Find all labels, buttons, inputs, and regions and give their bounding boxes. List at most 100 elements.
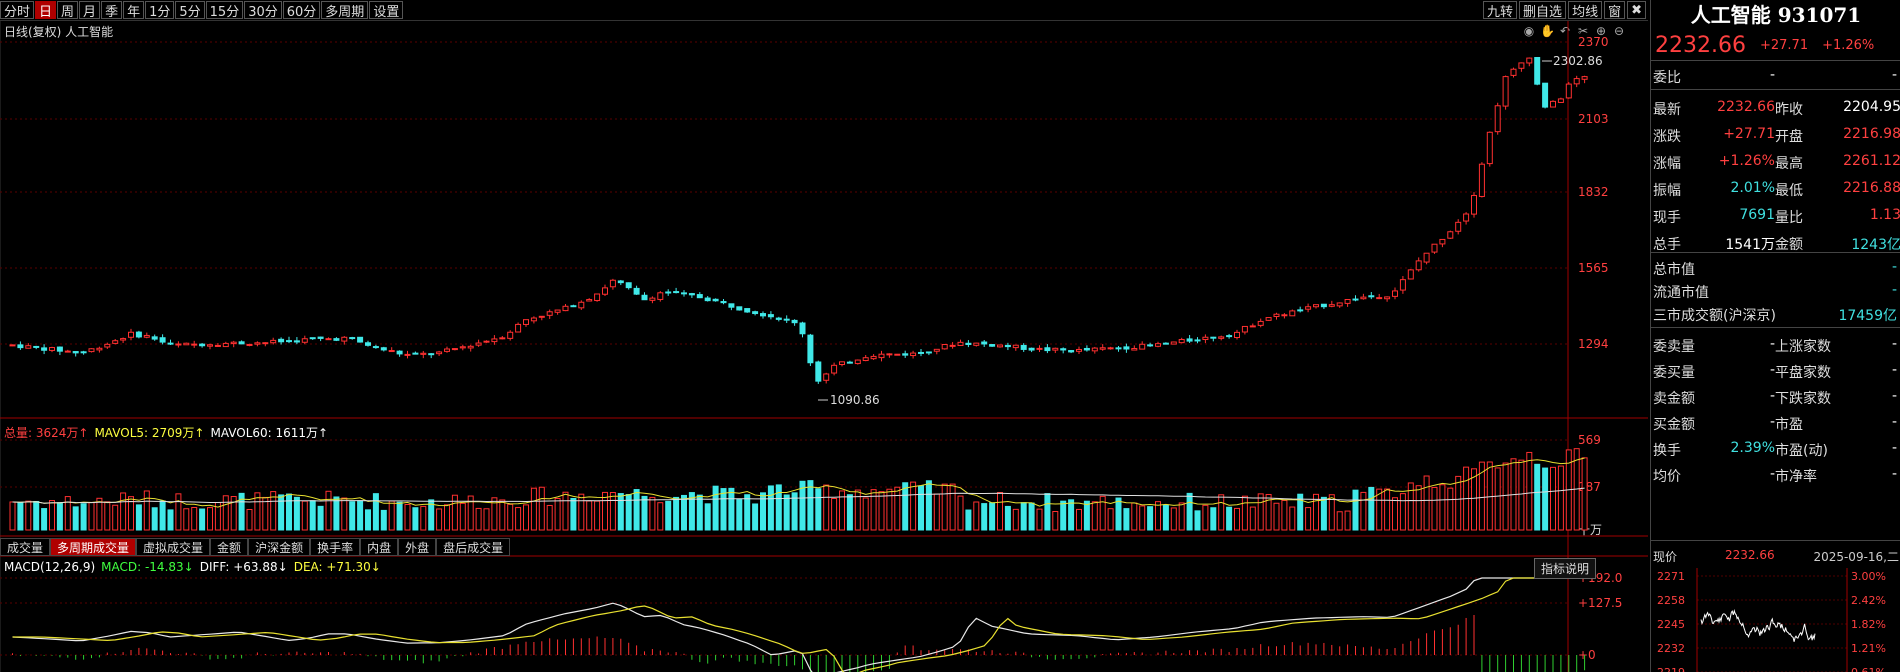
- volume-bar: [1471, 468, 1477, 531]
- volume-bar: [388, 500, 395, 531]
- volume-bar: [894, 486, 901, 531]
- zoom-in-icon[interactable]: ⊕: [1595, 24, 1607, 38]
- period-button-11[interactable]: 多周期: [321, 1, 369, 20]
- indicator-tab-4[interactable]: 沪深金额: [248, 538, 311, 556]
- quote-value: 1541万: [1725, 237, 1775, 253]
- breadth-label: 卖金额: [1653, 391, 1695, 407]
- toolbar-right-button-1[interactable]: 删自选: [1519, 1, 1567, 20]
- period-button-4[interactable]: 季: [101, 1, 123, 20]
- candle-body: [1036, 347, 1043, 350]
- volume-bar: [1139, 505, 1146, 531]
- candle-body: [317, 336, 324, 339]
- toolbar-right-button-0[interactable]: 九转: [1483, 1, 1518, 20]
- quote-panel: 人工智能 931071 2232.66 +27.71 +1.26% 委比 - -…: [1650, 0, 1900, 672]
- candle-body: [1107, 347, 1114, 350]
- volume-bar: [1147, 506, 1154, 531]
- candle-body: [760, 313, 766, 317]
- volume-bar: [1305, 507, 1312, 531]
- period-button-2[interactable]: 周: [57, 1, 79, 20]
- indicator-tab-5[interactable]: 换手率: [310, 538, 361, 556]
- indicator-tab-6[interactable]: 内盘: [360, 538, 399, 556]
- period-button-3[interactable]: 月: [79, 1, 101, 20]
- breadth-value: -: [1891, 388, 1897, 404]
- period-button-12[interactable]: 设置: [369, 1, 404, 20]
- breadth-label: 委买量: [1653, 365, 1695, 381]
- indicator-tab-2[interactable]: 虚拟成交量: [136, 538, 211, 556]
- mini-intraday-chart[interactable]: 2271 3.00% 2258 2.42% 2245 1.82% 2232 1.21% 2219…: [1651, 568, 1900, 672]
- volume-bar: [1162, 504, 1169, 531]
- toolbar-right-button-4[interactable]: ✖: [1627, 1, 1646, 19]
- candle-body: [1012, 344, 1019, 349]
- quote-row: 总手 1541万 金额 1243亿: [1651, 231, 1900, 255]
- period-button-8[interactable]: 15分: [205, 1, 244, 20]
- candle-body: [1510, 68, 1517, 76]
- market-label: 流通市值: [1653, 285, 1709, 301]
- volume-bar: [617, 493, 624, 531]
- volume-bar: [349, 501, 356, 531]
- volume-bar: [538, 486, 545, 531]
- volume-bar: [933, 493, 940, 531]
- market-row: 流通市值 -: [1651, 279, 1900, 303]
- candle-body: [372, 346, 379, 349]
- volume-bar: [143, 490, 150, 531]
- undo-icon[interactable]: ↶: [1559, 24, 1571, 38]
- hand-icon[interactable]: ✋: [1540, 24, 1555, 38]
- volume-bar: [191, 507, 198, 531]
- volume-bar: [973, 501, 980, 531]
- candle-body: [1328, 304, 1335, 307]
- period-button-10[interactable]: 60分: [282, 1, 321, 20]
- candle-body: [1399, 279, 1406, 291]
- eye-icon[interactable]: ◉: [1523, 24, 1535, 38]
- scissors-icon[interactable]: ✂: [1577, 24, 1589, 38]
- period-button-7[interactable]: 5分: [175, 1, 205, 20]
- divider: [1651, 327, 1900, 328]
- volume-bar: [886, 488, 893, 531]
- indicator-tab-7[interactable]: 外盘: [398, 538, 437, 556]
- breadth-label: 市盈: [1775, 417, 1803, 433]
- candle-body: [965, 342, 972, 345]
- period-button-1[interactable]: 日: [35, 1, 57, 20]
- chart-tools: ◉ ✋ ↶ ✂ ⊕ ⊖: [1522, 24, 1626, 38]
- volume-bar: [1234, 507, 1240, 531]
- period-button-9[interactable]: 30分: [244, 1, 282, 20]
- toolbar-right-button-3[interactable]: 窗: [1604, 1, 1626, 20]
- volume-bar: [1494, 467, 1501, 531]
- indicator-tab-0[interactable]: 成交量: [0, 538, 51, 556]
- volume-bar: [783, 494, 790, 531]
- candle-body: [625, 282, 632, 289]
- period-button-0[interactable]: 分时: [0, 1, 35, 20]
- candle-body: [222, 342, 229, 348]
- volume-bar: [633, 489, 640, 531]
- candle-body: [365, 342, 371, 346]
- volume-bar: [862, 497, 869, 531]
- volume-bar: [1328, 494, 1335, 531]
- volume-bar: [1581, 457, 1588, 531]
- kline-chart[interactable]: 23702103183215651294569287十万+192.0+127.5…: [0, 0, 1648, 672]
- diff-line: [12, 577, 1585, 672]
- volume-bar: [207, 507, 213, 531]
- candle-body: [467, 345, 474, 349]
- candle-body: [704, 297, 711, 302]
- breadth-value: -: [1891, 414, 1897, 430]
- period-button-6[interactable]: 1分: [145, 1, 175, 20]
- quote-value: +27.71: [1723, 126, 1775, 142]
- indicator-tab-8[interactable]: 盘后成交量: [436, 538, 511, 556]
- candle-body: [1210, 336, 1217, 339]
- candle-body: [1091, 347, 1098, 352]
- candle-body: [1407, 269, 1414, 280]
- breadth-value: -: [1769, 362, 1775, 378]
- period-button-5[interactable]: 年: [123, 1, 145, 20]
- indicator-help-button[interactable]: 指标说明: [1534, 558, 1597, 579]
- candle-body: [112, 340, 119, 344]
- candle-body: [823, 373, 830, 381]
- candle-body: [1320, 303, 1327, 308]
- dea-line: [12, 577, 1585, 672]
- indicator-tab-1[interactable]: 多周期成交量: [50, 538, 137, 556]
- toolbar-right-button-2[interactable]: 均线: [1568, 1, 1603, 20]
- indicator-tab-3[interactable]: 金额: [210, 538, 249, 556]
- volume-bar: [1028, 502, 1035, 531]
- volume-bar: [183, 508, 190, 531]
- candle-body: [515, 323, 522, 333]
- zoom-out-icon[interactable]: ⊖: [1613, 24, 1625, 38]
- volume-bar: [1107, 508, 1114, 531]
